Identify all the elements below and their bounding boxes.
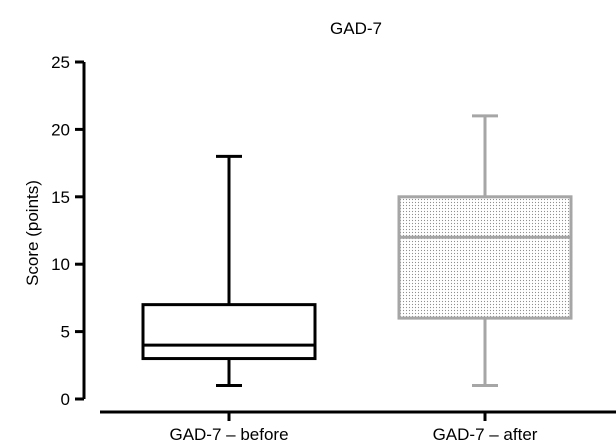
x-tick-label-0: GAD-7 – before [169,425,288,444]
box-0 [143,156,315,385]
y-tick-label-5: 5 [61,323,70,342]
x-tick-label-1: GAD-7 – after [433,425,538,444]
y-tick-label-15: 15 [51,188,70,207]
y-axis: 0 5 10 15 20 25 [51,53,84,409]
y-tick-label-10: 10 [51,255,70,274]
boxes-group [143,116,571,386]
x-axis: GAD-7 – before GAD-7 – after [100,412,616,444]
y-axis-label: Score (points) [23,180,42,286]
iqr-box-1 [399,197,571,318]
chart-title: GAD-7 [330,19,382,38]
iqr-box-0 [143,305,315,359]
box-1 [399,116,571,386]
y-tick-label-20: 20 [51,120,70,139]
y-tick-label-25: 25 [51,53,70,72]
y-tick-label-0: 0 [61,390,70,409]
